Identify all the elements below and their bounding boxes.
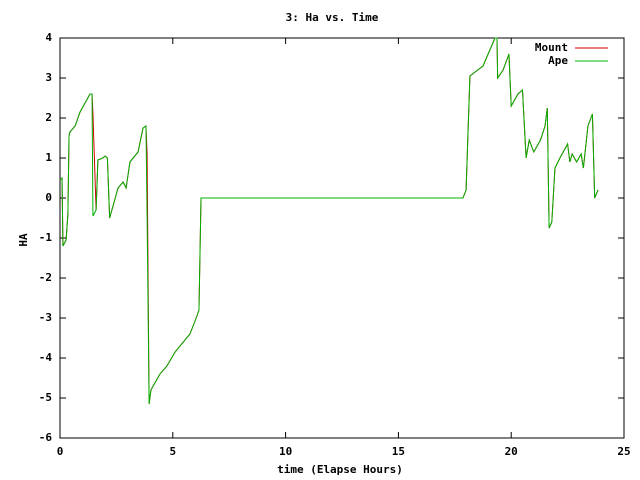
series-line (59, 37, 599, 405)
x-tick-label: 20 (505, 445, 518, 458)
y-tick-label: 3 (45, 71, 52, 84)
legend-label: Ape (548, 54, 568, 67)
y-tick-label: -5 (39, 391, 52, 404)
y-tick-label: 4 (45, 31, 52, 44)
x-axis-label: time (Elapse Hours) (277, 463, 403, 476)
x-tick-label: 0 (57, 445, 64, 458)
y-tick-label: 1 (45, 151, 52, 164)
y-tick-label: -6 (39, 431, 53, 444)
chart-title: 3: Ha vs. Time (286, 11, 379, 24)
x-tick-label: 10 (279, 445, 292, 458)
y-tick-label: -4 (39, 351, 53, 364)
y-tick-label: -3 (39, 311, 52, 324)
y-tick-label: -2 (39, 271, 52, 284)
y-tick-label: 0 (45, 191, 52, 204)
series-line (59, 37, 599, 405)
y-tick-label: 2 (45, 111, 52, 124)
y-axis-label: HA (17, 233, 30, 247)
x-tick-label: 25 (617, 445, 630, 458)
x-tick-label: 15 (392, 445, 405, 458)
y-tick-label: -1 (39, 231, 53, 244)
legend-label: Mount (535, 41, 568, 54)
x-tick-label: 5 (169, 445, 176, 458)
plot-border (59, 37, 625, 439)
